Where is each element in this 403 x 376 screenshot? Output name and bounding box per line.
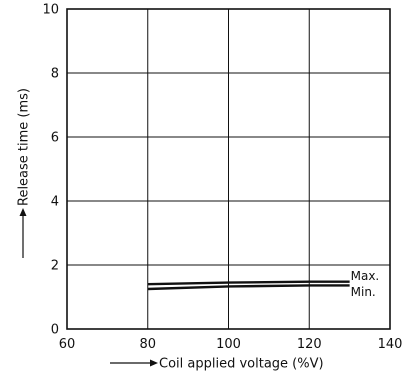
grid bbox=[67, 9, 390, 329]
x-axis-arrow-head bbox=[150, 359, 158, 367]
x-tick-label: 140 bbox=[378, 337, 403, 352]
x-tick-label: 60 bbox=[59, 337, 76, 352]
x-tick-label: 120 bbox=[297, 337, 322, 352]
y-tick-label: 8 bbox=[51, 67, 59, 82]
axis-titles: Coil applied voltage (%V) Release time (… bbox=[17, 88, 324, 372]
x-axis-title: Coil applied voltage (%V) bbox=[159, 357, 324, 372]
x-tick-label: 80 bbox=[139, 337, 156, 352]
y-axis-arrow-head bbox=[19, 208, 27, 216]
y-tick-label: 2 bbox=[51, 259, 59, 274]
x-tick-label: 100 bbox=[216, 337, 241, 352]
series-line-1 bbox=[147, 280, 350, 286]
y-tick-label: 10 bbox=[42, 3, 59, 18]
series-group: Max. Min. bbox=[147, 269, 380, 299]
y-axis-title: Release time (ms) bbox=[17, 88, 32, 206]
series-line-2 bbox=[147, 284, 350, 291]
series-label-2: Min. bbox=[351, 285, 376, 299]
y-tick-label: 6 bbox=[51, 131, 59, 146]
series-label-1: Max. bbox=[351, 269, 380, 283]
tick-labels: 60 80 100 120 140 0 2 4 6 8 10 bbox=[42, 3, 402, 353]
y-tick-label: 4 bbox=[51, 195, 59, 210]
y-tick-label: 0 bbox=[51, 323, 59, 338]
plot-frame bbox=[66, 8, 391, 330]
